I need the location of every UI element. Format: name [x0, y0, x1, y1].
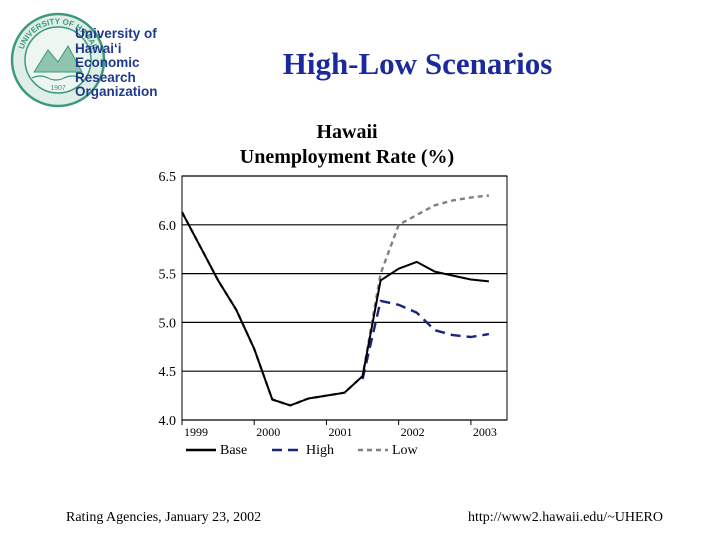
slide-title: High-Low Scenarios [282, 46, 553, 81]
y-tick-label: 5.0 [159, 316, 177, 331]
series-line-low [180, 194, 490, 407]
series-line-base [181, 211, 490, 407]
chart-subtitle: Unemployment Rate (%) [240, 146, 454, 168]
legend-label-high: High [306, 443, 334, 458]
series-line-high [361, 299, 490, 380]
legend-label-low: Low [392, 443, 419, 458]
chart-title: Hawaii [316, 121, 378, 143]
logo-line-1: University of [75, 26, 157, 41]
logo-line-4: Research [75, 69, 136, 85]
y-tick-label: 4.5 [159, 365, 177, 380]
footer-event: Rating Agencies, January 23, 2002 [66, 510, 262, 525]
x-tick-label: 1999 [184, 425, 208, 439]
footer-url[interactable]: http://www2.hawaii.edu/~UHERO [468, 510, 663, 525]
seal-waves [31, 75, 83, 81]
university-seal-icon: UNIVERSITY OF HAWAII 1907 [10, 12, 106, 108]
logo-line-3: Economic [75, 55, 140, 70]
x-tick-label: 2002 [401, 425, 425, 439]
unemployment-chart: Hawaii Unemployment Rate (%) 4.0 4.5 5.0 5.… [159, 121, 508, 458]
y-tick-label: 6.0 [159, 219, 177, 234]
y-tick-label: 6.5 [159, 170, 177, 185]
uhero-logo: UNIVERSITY OF HAWAII 1907 University of … [8, 10, 178, 110]
x-tick-label: 2000 [256, 425, 280, 439]
seal-year: 1907 [50, 85, 66, 92]
y-tick-label: 5.5 [159, 268, 177, 283]
x-tick-label: 2001 [328, 425, 352, 439]
seal-mountain [33, 45, 83, 73]
logo-line-5: Organization [75, 84, 158, 99]
plot-frame [181, 175, 508, 421]
y-tick-label: 4.0 [159, 414, 177, 429]
logo-line-2: Hawai‘i [75, 40, 122, 56]
plot-area: 4.0 4.5 5.0 5.5 6.0 6.5 1999 2000 2001 2002 2003 Ba… [159, 170, 508, 458]
legend-label-base: Base [220, 443, 247, 458]
logo-wordmark: University of Hawai‘i Economic Research … [75, 26, 185, 100]
x-tick-label: 2003 [473, 425, 497, 439]
